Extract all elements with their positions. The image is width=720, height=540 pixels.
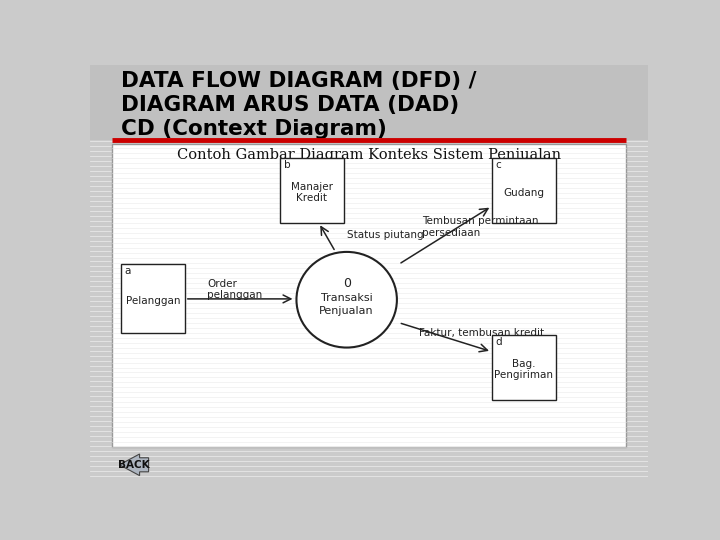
Text: Transaksi: Transaksi [321,293,372,302]
Bar [90,65,648,140]
Text: Penjualan: Penjualan [320,306,374,316]
Text: d: d [495,337,503,347]
Text: c: c [495,160,501,171]
Bar [112,144,626,447]
Text: BACK: BACK [118,460,150,470]
Text: Tembusan permintaan
persediaan: Tembusan permintaan persediaan [422,216,539,238]
Bar [492,158,556,223]
Text: Status piutang: Status piutang [347,230,423,240]
Text: Manajer
Kredit: Manajer Kredit [291,182,333,204]
Text: Order
pelanggan: Order pelanggan [207,279,263,300]
Bar [121,265,185,333]
Text: DATA FLOW DIAGRAM (DFD) /
DIAGRAM ARUS DATA (DAD)
CD (Context Diagram): DATA FLOW DIAGRAM (DFD) / DIAGRAM ARUS D… [121,71,476,139]
Text: Gudang: Gudang [503,188,544,198]
FancyArrow shape [120,454,148,476]
Bar [280,158,344,223]
Bar [492,335,556,400]
Ellipse shape [297,252,397,348]
Text: a: a [125,266,131,276]
Text: Contoh Gambar Diagram Konteks Sistem Penjualan: Contoh Gambar Diagram Konteks Sistem Pen… [177,148,561,162]
Text: 0: 0 [343,276,351,289]
Text: Pelanggan: Pelanggan [125,296,180,306]
Text: Bag.
Pengiriman: Bag. Pengiriman [495,359,554,380]
Text: b: b [284,160,290,171]
Text: Faktur, tembusan kredit: Faktur, tembusan kredit [419,328,544,338]
